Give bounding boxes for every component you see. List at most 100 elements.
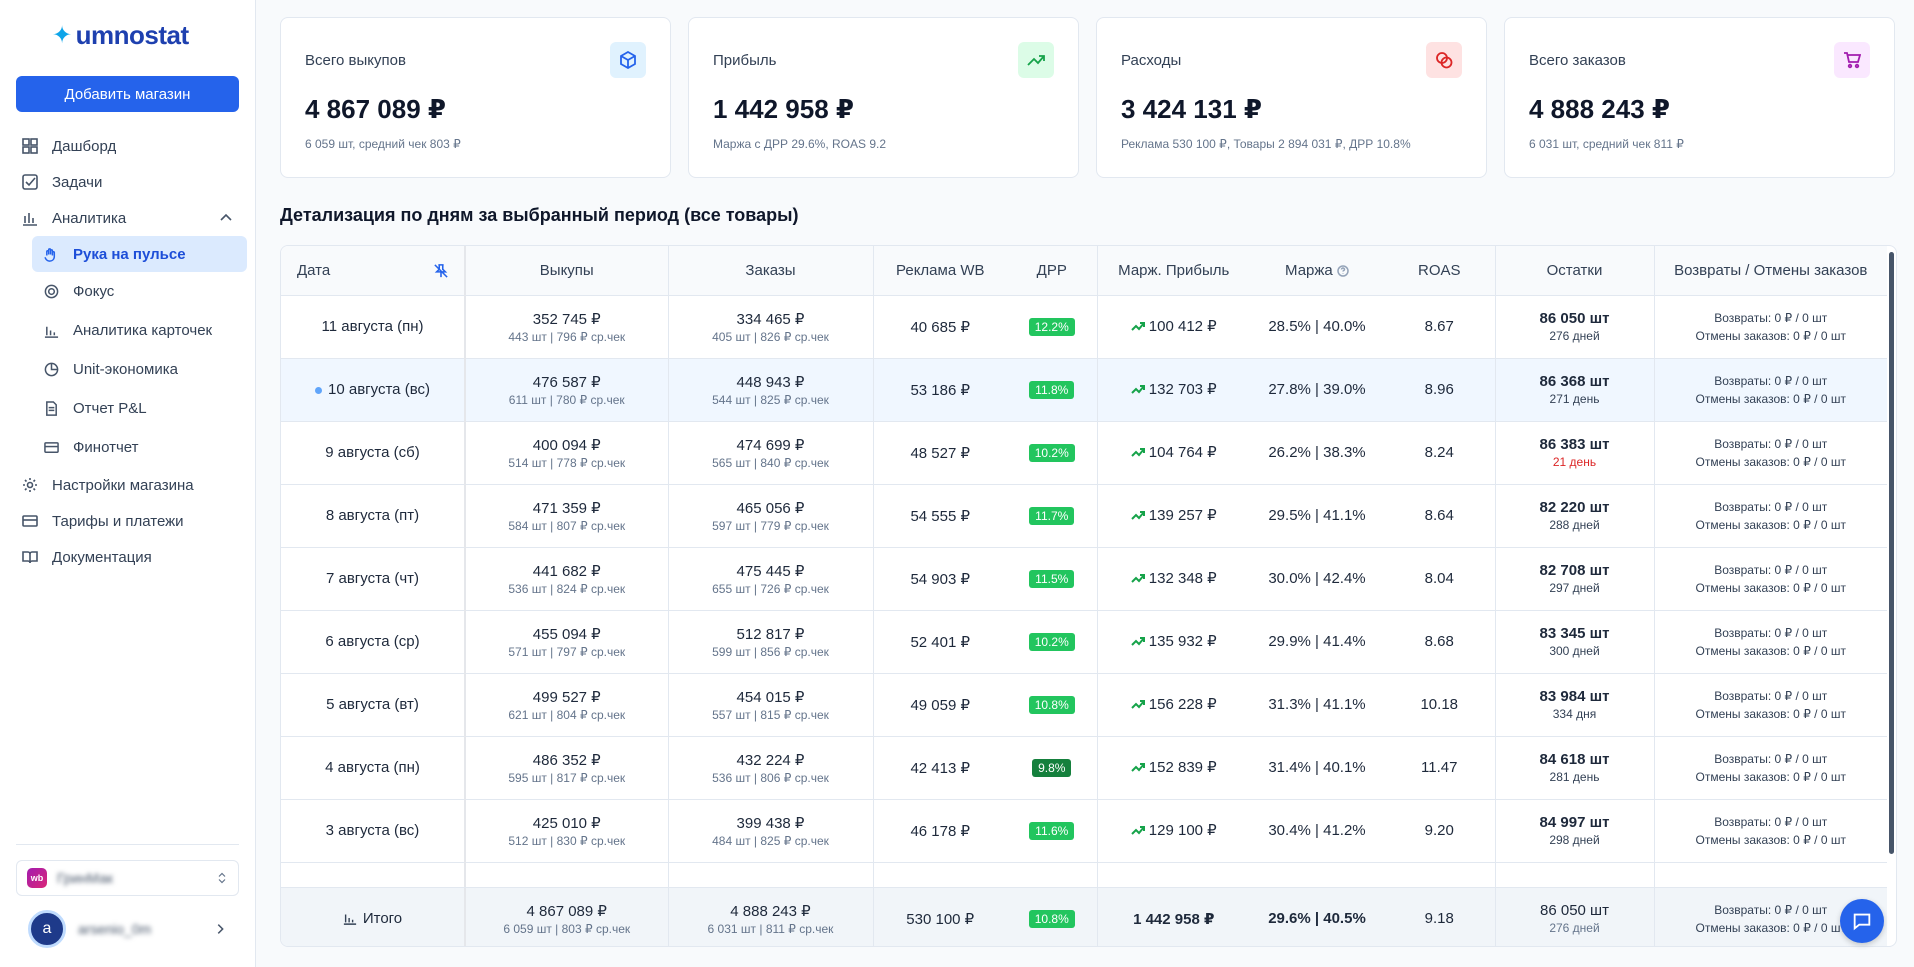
returns-text: Возвраты: 0 ₽ / 0 шт xyxy=(1714,751,1828,766)
table-row[interactable]: 9 августа (сб) 400 094 ₽514 шт | 778 ₽ ср… xyxy=(281,421,1887,485)
cancels-text: Отмены заказов: 0 ₽ / 0 шт xyxy=(1695,769,1846,784)
card-subtitle: Реклама 530 100 ₽, Товары 2 894 031 ₽, Д… xyxy=(1121,137,1411,151)
table-body: 11 августа (пн) 352 745 ₽443 шт | 796 ₽ с… xyxy=(281,295,1887,926)
col-date[interactable]: Дата xyxy=(281,246,466,296)
table-row[interactable]: 4 августа (пн) 486 352 ₽595 шт | 817 ₽ ср… xyxy=(281,736,1887,800)
cell-ads: 52 401 ₽ xyxy=(873,610,1007,674)
cell-roas: 8.67 xyxy=(1384,295,1496,359)
cell-drr: 10.8% xyxy=(1007,673,1098,737)
store-selector[interactable]: wb ГринМак xyxy=(16,860,239,896)
col-drr[interactable]: ДРР xyxy=(1007,246,1098,296)
user-profile[interactable]: a arsenio_0m xyxy=(16,906,239,952)
cell-ads: 42 413 ₽ xyxy=(873,736,1007,800)
kpi-cards: Всего выкупов 4 867 089 ₽ 6 059 шт, сред… xyxy=(280,17,1895,178)
cart-icon xyxy=(1834,42,1870,78)
user-name: arsenio_0m xyxy=(78,921,152,937)
cell-orders: 465 056 ₽597 шт | 779 ₽ ср.чек xyxy=(668,484,874,548)
drr-badge: 9.8% xyxy=(1032,758,1072,777)
cancels-text: Отмены заказов: 0 ₽ / 0 шт xyxy=(1695,454,1846,469)
chat-icon xyxy=(1853,913,1871,931)
total-orders-value: 4 888 243 ₽ xyxy=(730,902,811,920)
cell-buyouts: 425 010 ₽512 шт | 830 ₽ ср.чек xyxy=(465,799,669,863)
table-row[interactable]: 5 августа (вт) 499 527 ₽621 шт | 804 ₽ ср… xyxy=(281,673,1887,737)
cell-margin: 30.4% | 41.2% xyxy=(1250,799,1384,863)
sidebar-item-label: Задачи xyxy=(52,173,103,191)
support-chat-button[interactable] xyxy=(1840,899,1884,943)
cell-margin: 31.4% | 40.1% xyxy=(1250,736,1384,800)
col-buyouts[interactable]: Выкупы xyxy=(465,246,669,296)
table-row[interactable]: 10 августа (вс) 476 587 ₽611 шт | 780 ₽ с… xyxy=(281,358,1887,422)
table-row[interactable]: 8 августа (пт) 471 359 ₽584 шт | 807 ₽ ср… xyxy=(281,484,1887,548)
col-orders[interactable]: Заказы xyxy=(668,246,874,296)
kpi-card-buyouts: Всего выкупов 4 867 089 ₽ 6 059 шт, сред… xyxy=(280,17,671,178)
sidebar-subitem-finance[interactable]: Финотчет xyxy=(0,428,256,467)
box-icon xyxy=(610,42,646,78)
col-returns[interactable]: Возвраты / Отмены заказов xyxy=(1654,246,1887,296)
sidebar-item-dashboard[interactable]: Дашборд xyxy=(0,128,256,164)
buyouts-value: 486 352 ₽ xyxy=(532,751,601,769)
col-margin[interactable]: Маржа xyxy=(1250,246,1384,296)
col-ads[interactable]: Реклама WB xyxy=(873,246,1007,296)
cell-date: 9 августа (сб) xyxy=(281,421,466,485)
orders-sub: 544 шт | 825 ₽ ср.чек xyxy=(712,392,829,407)
cell-ads: 40 685 ₽ xyxy=(873,295,1007,359)
stock-value: 84 618 шт xyxy=(1539,751,1610,768)
total-ads: 530 100 ₽ xyxy=(873,888,1007,946)
sidebar-item-tasks[interactable]: Задачи xyxy=(0,164,256,200)
stock-days: 276 дней xyxy=(1549,329,1600,343)
orders-value: 334 465 ₽ xyxy=(736,310,805,328)
col-margin-profit[interactable]: Марж. Прибыль xyxy=(1097,246,1250,296)
sidebar-item-docs[interactable]: Документация xyxy=(0,539,256,575)
col-roas[interactable]: ROAS xyxy=(1384,246,1496,296)
trend-up-icon xyxy=(1131,699,1145,709)
sidebar-item-label: Финотчет xyxy=(73,439,139,456)
cell-returns: Возвраты: 0 ₽ / 0 шт Отмены заказов: 0 ₽ … xyxy=(1654,673,1887,737)
add-store-button[interactable]: Добавить магазин xyxy=(16,76,239,112)
orders-value: 399 438 ₽ xyxy=(736,814,805,832)
cell-margin: 30.0% | 42.4% xyxy=(1250,547,1384,611)
sidebar-item-label: Документация xyxy=(52,548,152,566)
cell-drr: 10.2% xyxy=(1007,421,1098,485)
total-orders-sub: 6 031 шт | 811 ₽ ср.чек xyxy=(707,921,834,936)
stock-value: 86 383 шт xyxy=(1539,436,1610,453)
app-logo[interactable]: ✦ umnostat xyxy=(52,20,189,51)
table-row[interactable]: 6 августа (ср) 455 094 ₽571 шт | 797 ₽ ср… xyxy=(281,610,1887,674)
returns-text: Возвраты: 0 ₽ / 0 шт xyxy=(1714,499,1828,514)
buyouts-sub: 611 шт | 780 ₽ ср.чек xyxy=(508,392,625,407)
sidebar-item-label: Тарифы и платежи xyxy=(52,512,184,530)
cell-date: 5 августа (вт) xyxy=(281,673,466,737)
profit-value: 104 764 ₽ xyxy=(1148,443,1217,461)
buyouts-value: 352 745 ₽ xyxy=(532,310,601,328)
table-row[interactable]: 3 августа (вс) 425 010 ₽512 шт | 830 ₽ ср… xyxy=(281,799,1887,863)
chevron-up-icon[interactable] xyxy=(218,210,234,226)
orders-value: 432 224 ₽ xyxy=(736,751,805,769)
cell-orders: 448 943 ₽544 шт | 825 ₽ ср.чек xyxy=(668,358,874,422)
sidebar-subitem-pl-report[interactable]: Отчет P&L xyxy=(0,389,256,428)
help-icon[interactable] xyxy=(1337,262,1349,279)
sidebar-subitem-pulse[interactable]: Рука на пульсе xyxy=(32,236,247,272)
sidebar-subitem-unit-economics[interactable]: Unit-экономика xyxy=(0,350,256,389)
sidebar-subitem-focus[interactable]: Фокус xyxy=(0,272,256,311)
profit-value: 129 100 ₽ xyxy=(1148,821,1217,839)
col-stock[interactable]: Остатки xyxy=(1495,246,1655,296)
card-value: 1 442 958 ₽ xyxy=(713,94,854,124)
stock-value: 84 997 шт xyxy=(1539,814,1610,831)
orders-value: 465 056 ₽ xyxy=(736,499,805,517)
cell-orders: 512 817 ₽599 шт | 856 ₽ ср.чек xyxy=(668,610,874,674)
table-row[interactable]: 7 августа (чт) 441 682 ₽536 шт | 824 ₽ ср… xyxy=(281,547,1887,611)
card-title: Всего выкупов xyxy=(305,52,406,69)
chart-bar-icon xyxy=(343,914,356,925)
profit-value: 139 257 ₽ xyxy=(1148,506,1217,524)
sidebar-item-billing[interactable]: Тарифы и платежи xyxy=(0,503,256,539)
cell-date: 3 августа (вс) xyxy=(281,799,466,863)
unpin-icon[interactable] xyxy=(434,262,448,279)
card-value: 4 867 089 ₽ xyxy=(305,94,446,124)
table-row[interactable]: 11 августа (пн) 352 745 ₽443 шт | 796 ₽ с… xyxy=(281,295,1887,359)
table-scrollbar[interactable] xyxy=(1889,252,1894,854)
sidebar-item-analytics[interactable]: Аналитика xyxy=(0,200,256,236)
sidebar-item-store-settings[interactable]: Настройки магазина xyxy=(0,467,256,503)
sidebar-item-label: Фокус xyxy=(73,283,115,300)
daily-table[interactable]: Дата Выкупы Заказы Реклама WB ДРР Марж. … xyxy=(280,245,1897,947)
returns-text: Возвраты: 0 ₽ / 0 шт xyxy=(1714,562,1828,577)
sidebar-subitem-card-analytics[interactable]: Аналитика карточек xyxy=(0,311,256,350)
